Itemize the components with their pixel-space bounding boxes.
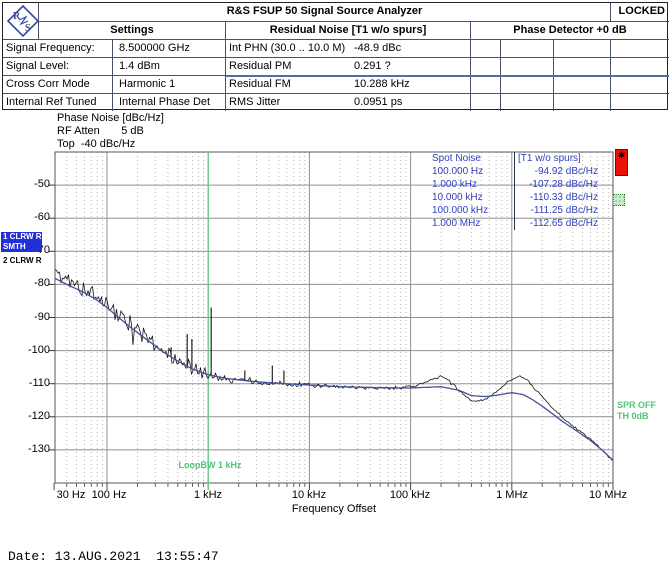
pd-cell	[501, 58, 554, 76]
header-table: R S R&S FSUP 50 Signal Source Analyzer L…	[2, 2, 669, 111]
pd-cell	[611, 94, 669, 111]
y-tick-label: -110	[28, 377, 50, 389]
spot-value: -107.28 dBc/Hz	[529, 179, 598, 190]
pd-cell	[554, 94, 611, 111]
pd-cell	[611, 40, 669, 58]
pd-cell	[501, 76, 554, 94]
y-tick-label: -60	[34, 211, 50, 223]
pd-cell	[554, 76, 611, 94]
settings-value: 8.500000 GHz	[113, 40, 226, 58]
x-axis-title: Frequency Offset	[291, 503, 377, 515]
x-tick-label: 30 Hz	[56, 489, 86, 501]
settings-label: Internal Ref Tuned	[3, 94, 113, 111]
pd-cell	[471, 94, 501, 111]
residual-value: 0.291 ?	[351, 58, 471, 76]
svg-text:S: S	[25, 23, 31, 34]
chart-title: Phase Noise [dBc/Hz]	[57, 112, 164, 124]
residual-label: Residual FM	[226, 76, 351, 94]
svg-text:R: R	[13, 11, 21, 22]
date-stamp: Date: 13.AUG.2021 13:55:47	[8, 549, 219, 564]
settings-header: Settings	[39, 22, 226, 40]
x-tick-label: 100 kHz	[389, 489, 431, 501]
settings-label: Signal Level:	[3, 58, 113, 76]
pd-cell	[471, 58, 501, 76]
residual-noise-header: Residual Noise [T1 w/o spurs]	[226, 22, 471, 40]
y-tick-label: -90	[34, 311, 50, 323]
rf-atten-label: RF Atten 5 dB	[57, 125, 144, 137]
x-tick-label: 1 MHz	[496, 489, 528, 501]
spot-noise-table: Spot Noise [T1 w/o spurs] 100.000 Hz -94…	[430, 152, 600, 232]
pd-cell	[471, 76, 501, 94]
residual-value: 0.0951 ps	[351, 94, 471, 111]
rs-logo: R S	[3, 3, 40, 40]
window-title: R&S FSUP 50 Signal Source Analyzer	[39, 3, 611, 22]
pd-cell	[554, 58, 611, 76]
y-tick-label: -130	[27, 443, 50, 455]
settings-label: Cross Corr Mode	[3, 76, 113, 94]
settings-value: Harmonic 1	[113, 76, 226, 94]
spot-table-divider	[514, 152, 515, 230]
trace2-marker: 2 CLRW R	[3, 256, 42, 265]
residual-value: 10.288 kHz	[351, 76, 471, 94]
threshold-label: TH 0dB	[617, 411, 649, 421]
residual-label: RMS Jitter	[229, 96, 281, 108]
spur-off-label: SPR OFF	[617, 400, 657, 410]
red-marker-box: ✱	[615, 149, 628, 176]
residual-label: Int PHN (30.0 .. 10.0 M)	[226, 40, 351, 58]
pd-cell	[611, 58, 669, 76]
spot-noise-header: Spot Noise	[432, 153, 481, 164]
spot-freq: 1.000 MHz	[432, 218, 481, 229]
settings-value: Internal Phase Det	[113, 94, 226, 111]
green-marker-box	[613, 194, 625, 206]
top-ref-label: Top -40 dBc/Hz	[57, 138, 136, 150]
pd-cell	[471, 40, 501, 58]
phase-detector-header: Phase Detector +0 dB	[471, 22, 669, 40]
smoothing-marker: SMTH 20%	[1, 242, 42, 261]
spot-noise-trace-header: [T1 w/o spurs]	[518, 153, 581, 164]
spot-value: -111.25 dBc/Hz	[530, 205, 598, 216]
spot-freq: 100.000 Hz	[432, 166, 484, 177]
y-tick-label: -120	[27, 410, 50, 422]
loop-bw-label: LoopBW 1 kHz	[178, 460, 242, 470]
x-tick-label: 1 kHz	[193, 489, 223, 501]
spot-value: -94.92 dBc/Hz	[534, 166, 598, 177]
spot-freq: 1.000 kHz	[432, 179, 478, 190]
y-tick-label: -50	[34, 178, 50, 190]
pd-cell	[501, 40, 554, 58]
y-tick-label: -80	[34, 277, 50, 289]
spot-value: -112.65 dBc/Hz	[529, 218, 598, 229]
pd-cell	[501, 94, 554, 111]
pd-cell	[554, 40, 611, 58]
blue-divider	[226, 75, 669, 77]
settings-value: 1.4 dBm	[113, 58, 226, 76]
pd-cell	[611, 76, 669, 94]
trace1-marker: 1 CLRW R	[1, 232, 42, 242]
x-tick-label: 100 Hz	[91, 489, 127, 501]
spot-freq: 100.000 kHz	[432, 205, 489, 216]
residual-value: -48.9 dBc	[351, 40, 471, 58]
spot-value: -110.33 dBc/Hz	[529, 192, 598, 203]
x-tick-label: 10 kHz	[291, 489, 327, 501]
y-tick-label: -100	[27, 344, 50, 356]
residual-label: Residual PM	[226, 58, 351, 76]
star-marker-icon: ✱	[617, 150, 626, 160]
locked-status: LOCKED	[611, 3, 669, 22]
settings-label: Signal Frequency:	[3, 40, 113, 58]
spot-freq: 10.000 kHz	[432, 192, 483, 203]
x-tick-label: 10 MHz	[589, 489, 627, 501]
